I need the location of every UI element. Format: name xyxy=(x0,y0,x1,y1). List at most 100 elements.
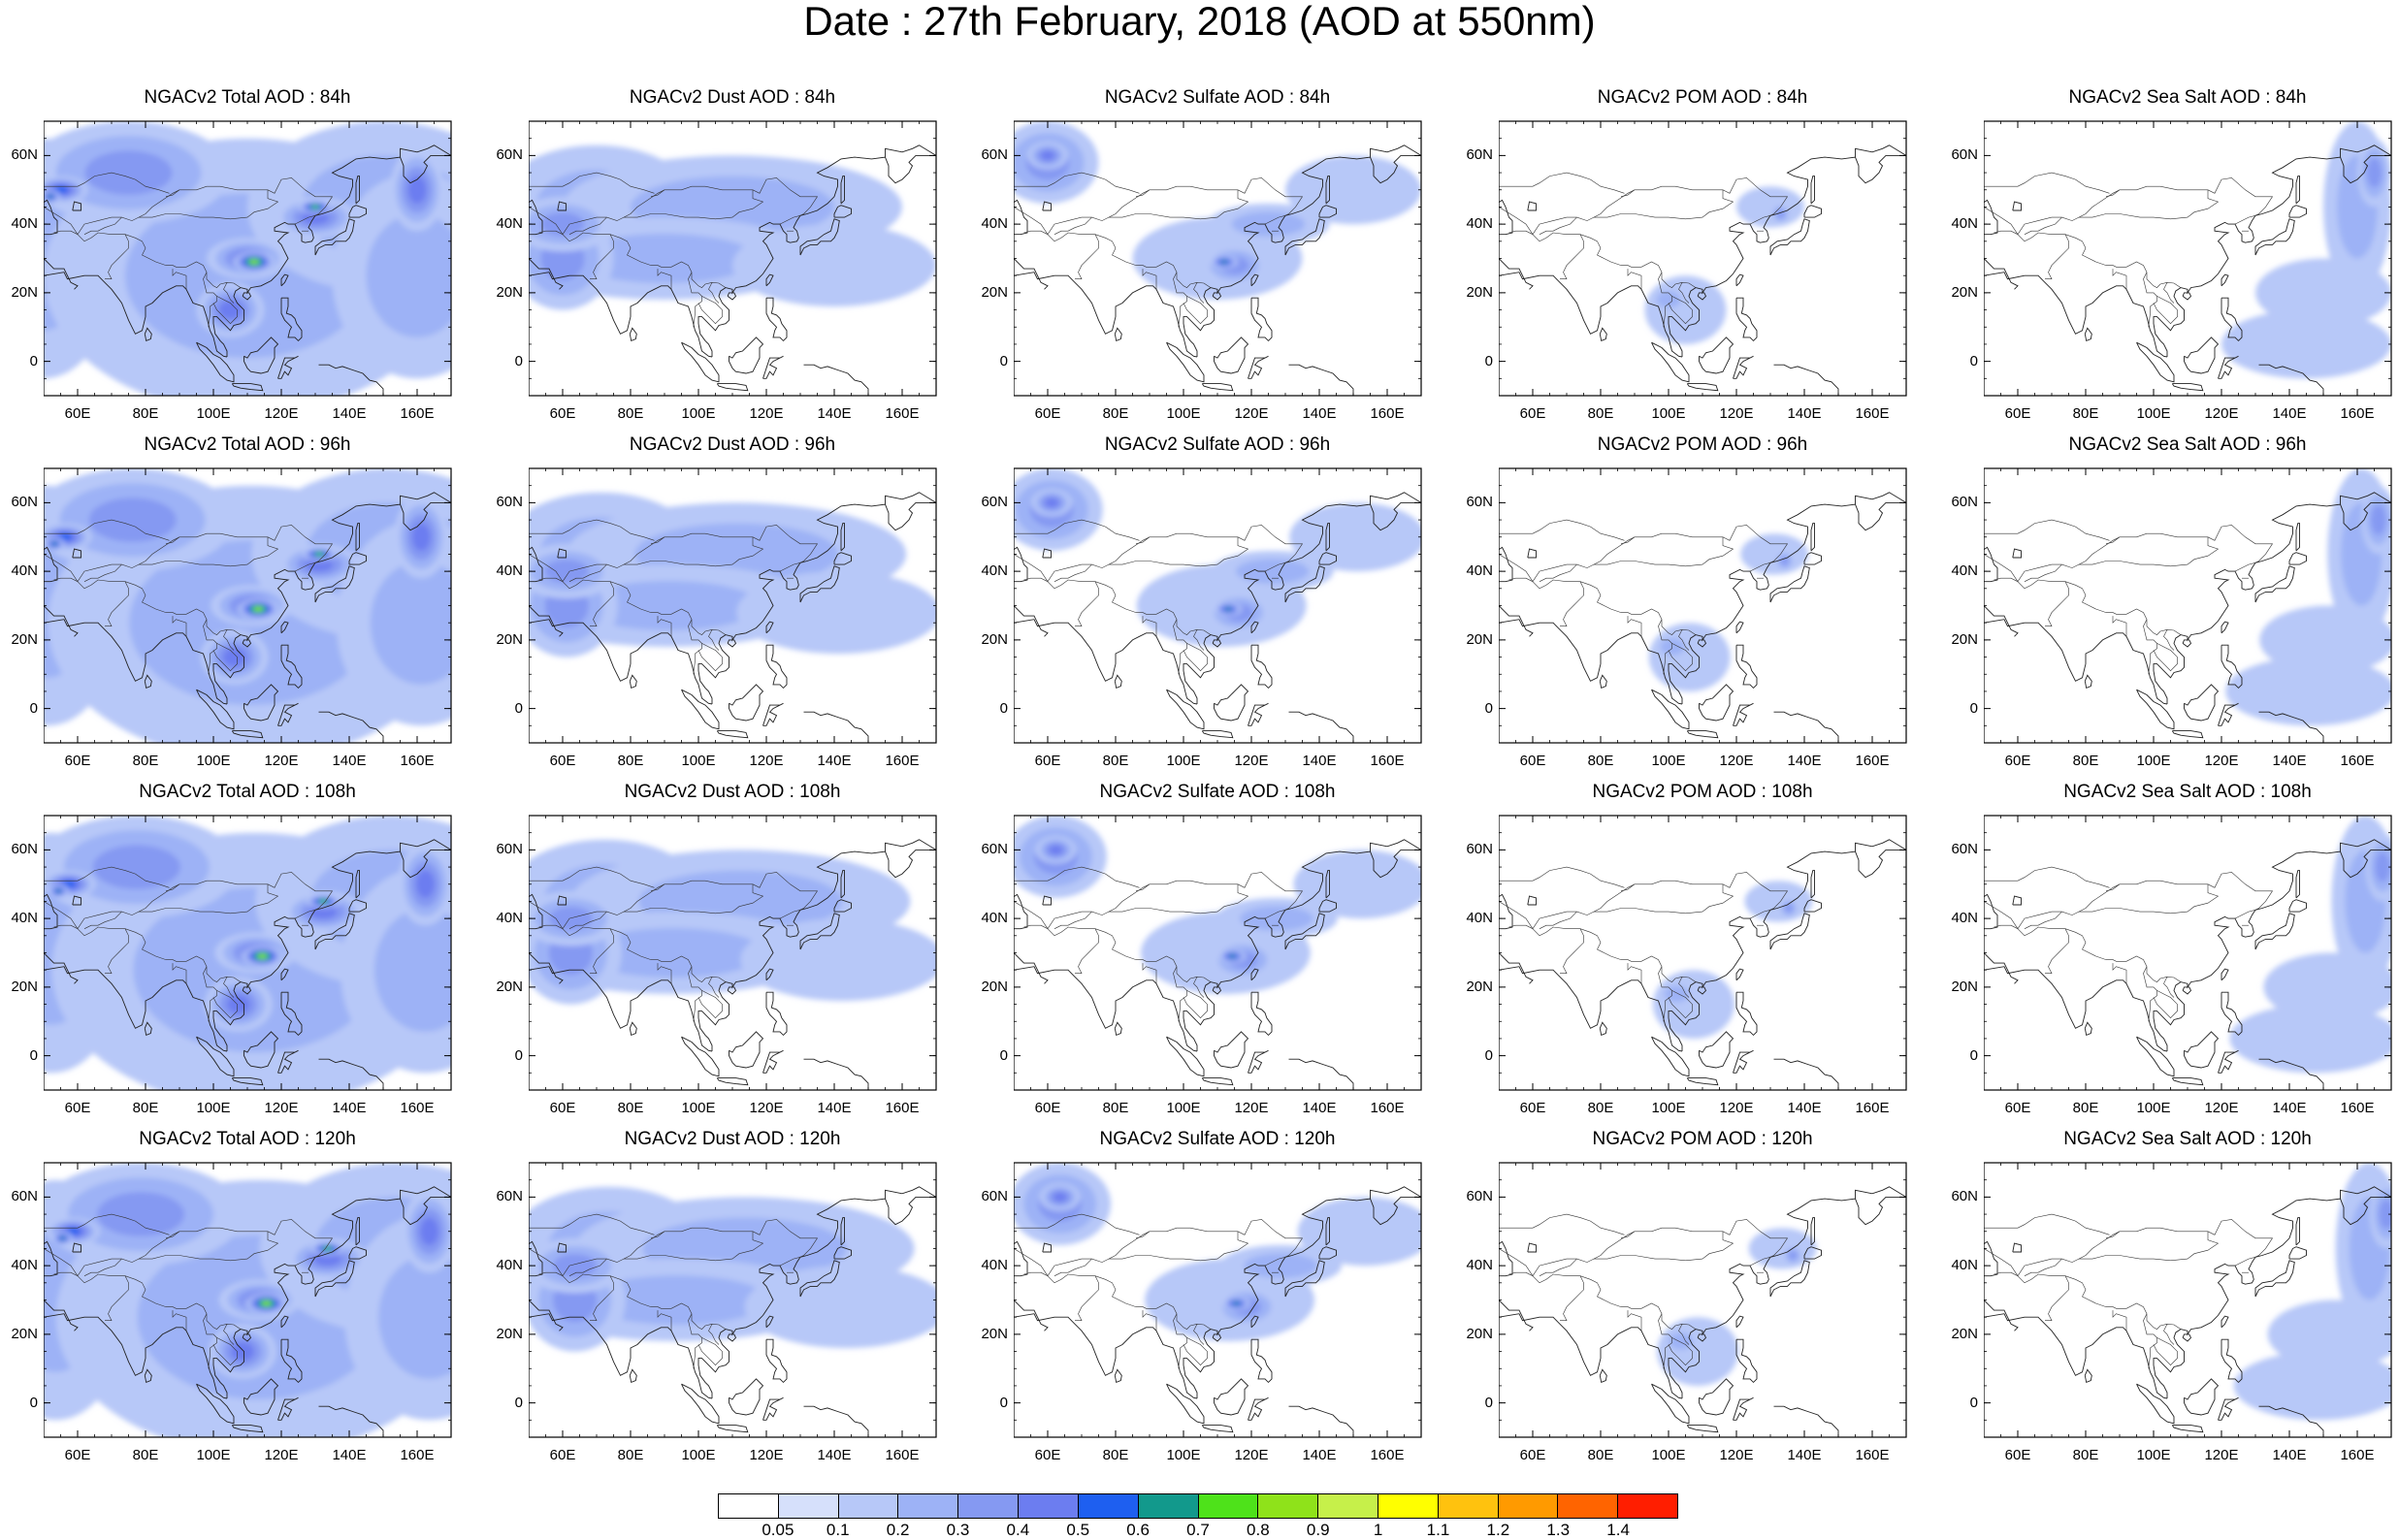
lat-tick-label: 40N xyxy=(496,1257,523,1274)
lon-tick-label: 80E xyxy=(1588,1447,1614,1463)
panel-title: NGACv2 Dust AOD : 84h xyxy=(629,87,836,108)
country-border xyxy=(1499,519,1625,541)
lat-tick-label: 0 xyxy=(999,1394,1008,1411)
lat-tick-label: 40N xyxy=(11,215,38,233)
lon-tick-label: 100E xyxy=(2136,405,2170,422)
lon-tick-label: 160E xyxy=(400,1100,434,1116)
lon-tick-label: 140E xyxy=(1302,405,1336,422)
lat-tick-label: 60N xyxy=(1951,841,1978,858)
lon-tick-label: 80E xyxy=(2073,753,2099,769)
lon-tick-label: 160E xyxy=(400,1447,434,1463)
colorbar-label: 1 xyxy=(1373,1521,1383,1539)
country-border xyxy=(2105,1231,2121,1239)
country-border xyxy=(1678,282,1690,304)
country-border xyxy=(2112,616,2127,637)
lat-tick-label: 20N xyxy=(1951,1325,1978,1342)
coastline xyxy=(1697,1333,1707,1342)
country-border xyxy=(165,1231,180,1239)
coastline xyxy=(529,952,564,984)
coastline xyxy=(1014,1313,1198,1399)
coastline xyxy=(765,273,774,287)
coastline xyxy=(1014,272,1198,358)
country-border xyxy=(212,1337,238,1366)
aod-contour xyxy=(1788,1251,1798,1260)
coastline xyxy=(1284,913,1325,950)
coastline xyxy=(1318,1246,1337,1260)
country-border xyxy=(779,215,801,225)
coastline xyxy=(1803,552,1822,565)
lon-tick-label: 160E xyxy=(1370,1100,1404,1116)
panel-title: NGACv2 Sea Salt AOD : 84h xyxy=(2068,87,2307,108)
aod-contour xyxy=(1736,186,1804,228)
coastline xyxy=(212,1186,451,1398)
country-border xyxy=(1668,643,1693,672)
country-border xyxy=(212,990,238,1019)
panel-title: NGACv2 Sulfate AOD : 120h xyxy=(1099,1129,1336,1149)
coastline xyxy=(2171,1425,2204,1433)
panel-title: NGACv2 Sea Salt AOD : 108h xyxy=(2063,782,2312,802)
lon-tick-label: 100E xyxy=(681,1447,715,1463)
aod-contour xyxy=(92,845,180,889)
coastline xyxy=(1014,546,1028,583)
country-border xyxy=(1594,883,1734,914)
country-border xyxy=(2234,562,2256,572)
coastline xyxy=(1499,952,1534,984)
lat-tick-label: 0 xyxy=(514,352,523,369)
lat-tick-label: 60N xyxy=(981,146,1008,164)
coastline xyxy=(1183,839,1421,1051)
colorbar-label: 0.8 xyxy=(1247,1521,1270,1539)
country-border xyxy=(529,866,655,888)
aod-contour xyxy=(378,1255,451,1379)
coastline xyxy=(2340,1196,2391,1226)
coastline xyxy=(44,605,79,637)
aod-map: 60E 80E 100E 120E 140E 160E xyxy=(1499,120,1907,422)
coastline xyxy=(529,272,713,358)
map-background xyxy=(1499,121,1906,396)
coastline xyxy=(1599,1368,1607,1384)
country-border xyxy=(562,1219,819,1276)
coastline xyxy=(1773,1058,1839,1090)
lat-tick-label: 40N xyxy=(1466,910,1493,927)
country-border xyxy=(223,629,235,651)
coastline xyxy=(885,501,936,531)
coastline xyxy=(44,258,79,290)
country-border xyxy=(83,216,122,235)
country-border xyxy=(2079,883,2220,914)
lon-tick-label: 60E xyxy=(1520,1100,1546,1116)
aod-field xyxy=(44,1163,451,1437)
aod-contour xyxy=(585,1275,769,1325)
lon-tick-label: 60E xyxy=(1520,1447,1546,1463)
aod-contour xyxy=(580,928,764,978)
aod-contour xyxy=(1293,850,1421,919)
lat-tick-label: 0 xyxy=(1484,1394,1493,1411)
country-border xyxy=(165,536,180,545)
coastline xyxy=(2221,297,2243,342)
lat-tick-label: 60N xyxy=(11,146,38,164)
aod-contour xyxy=(250,260,258,264)
lon-tick-label: 60E xyxy=(550,1100,576,1116)
country-border xyxy=(1047,177,1304,235)
country-border xyxy=(1620,883,1636,892)
country-border xyxy=(1047,525,1304,582)
coastline xyxy=(1686,383,1719,392)
coastline xyxy=(1183,144,1421,357)
country-border xyxy=(294,910,316,919)
coastline xyxy=(1984,966,2168,1052)
coastline xyxy=(1686,1425,1719,1433)
coastline xyxy=(1527,1242,1537,1253)
coastline xyxy=(44,272,228,358)
country-border xyxy=(1984,519,2110,541)
coastline xyxy=(1325,870,1330,899)
country-border xyxy=(1579,581,1697,635)
country-border xyxy=(568,216,607,235)
country-border xyxy=(1094,1275,1212,1330)
coastline xyxy=(1651,689,1690,730)
country-border xyxy=(2017,177,2274,235)
country-border xyxy=(1499,172,1625,194)
coastline xyxy=(355,870,360,899)
country-border xyxy=(568,1258,607,1276)
coastline xyxy=(1284,1260,1325,1298)
country-border xyxy=(1264,215,1286,225)
lon-tick-label: 60E xyxy=(1035,1447,1061,1463)
lon-tick-label: 160E xyxy=(1855,1447,1889,1463)
